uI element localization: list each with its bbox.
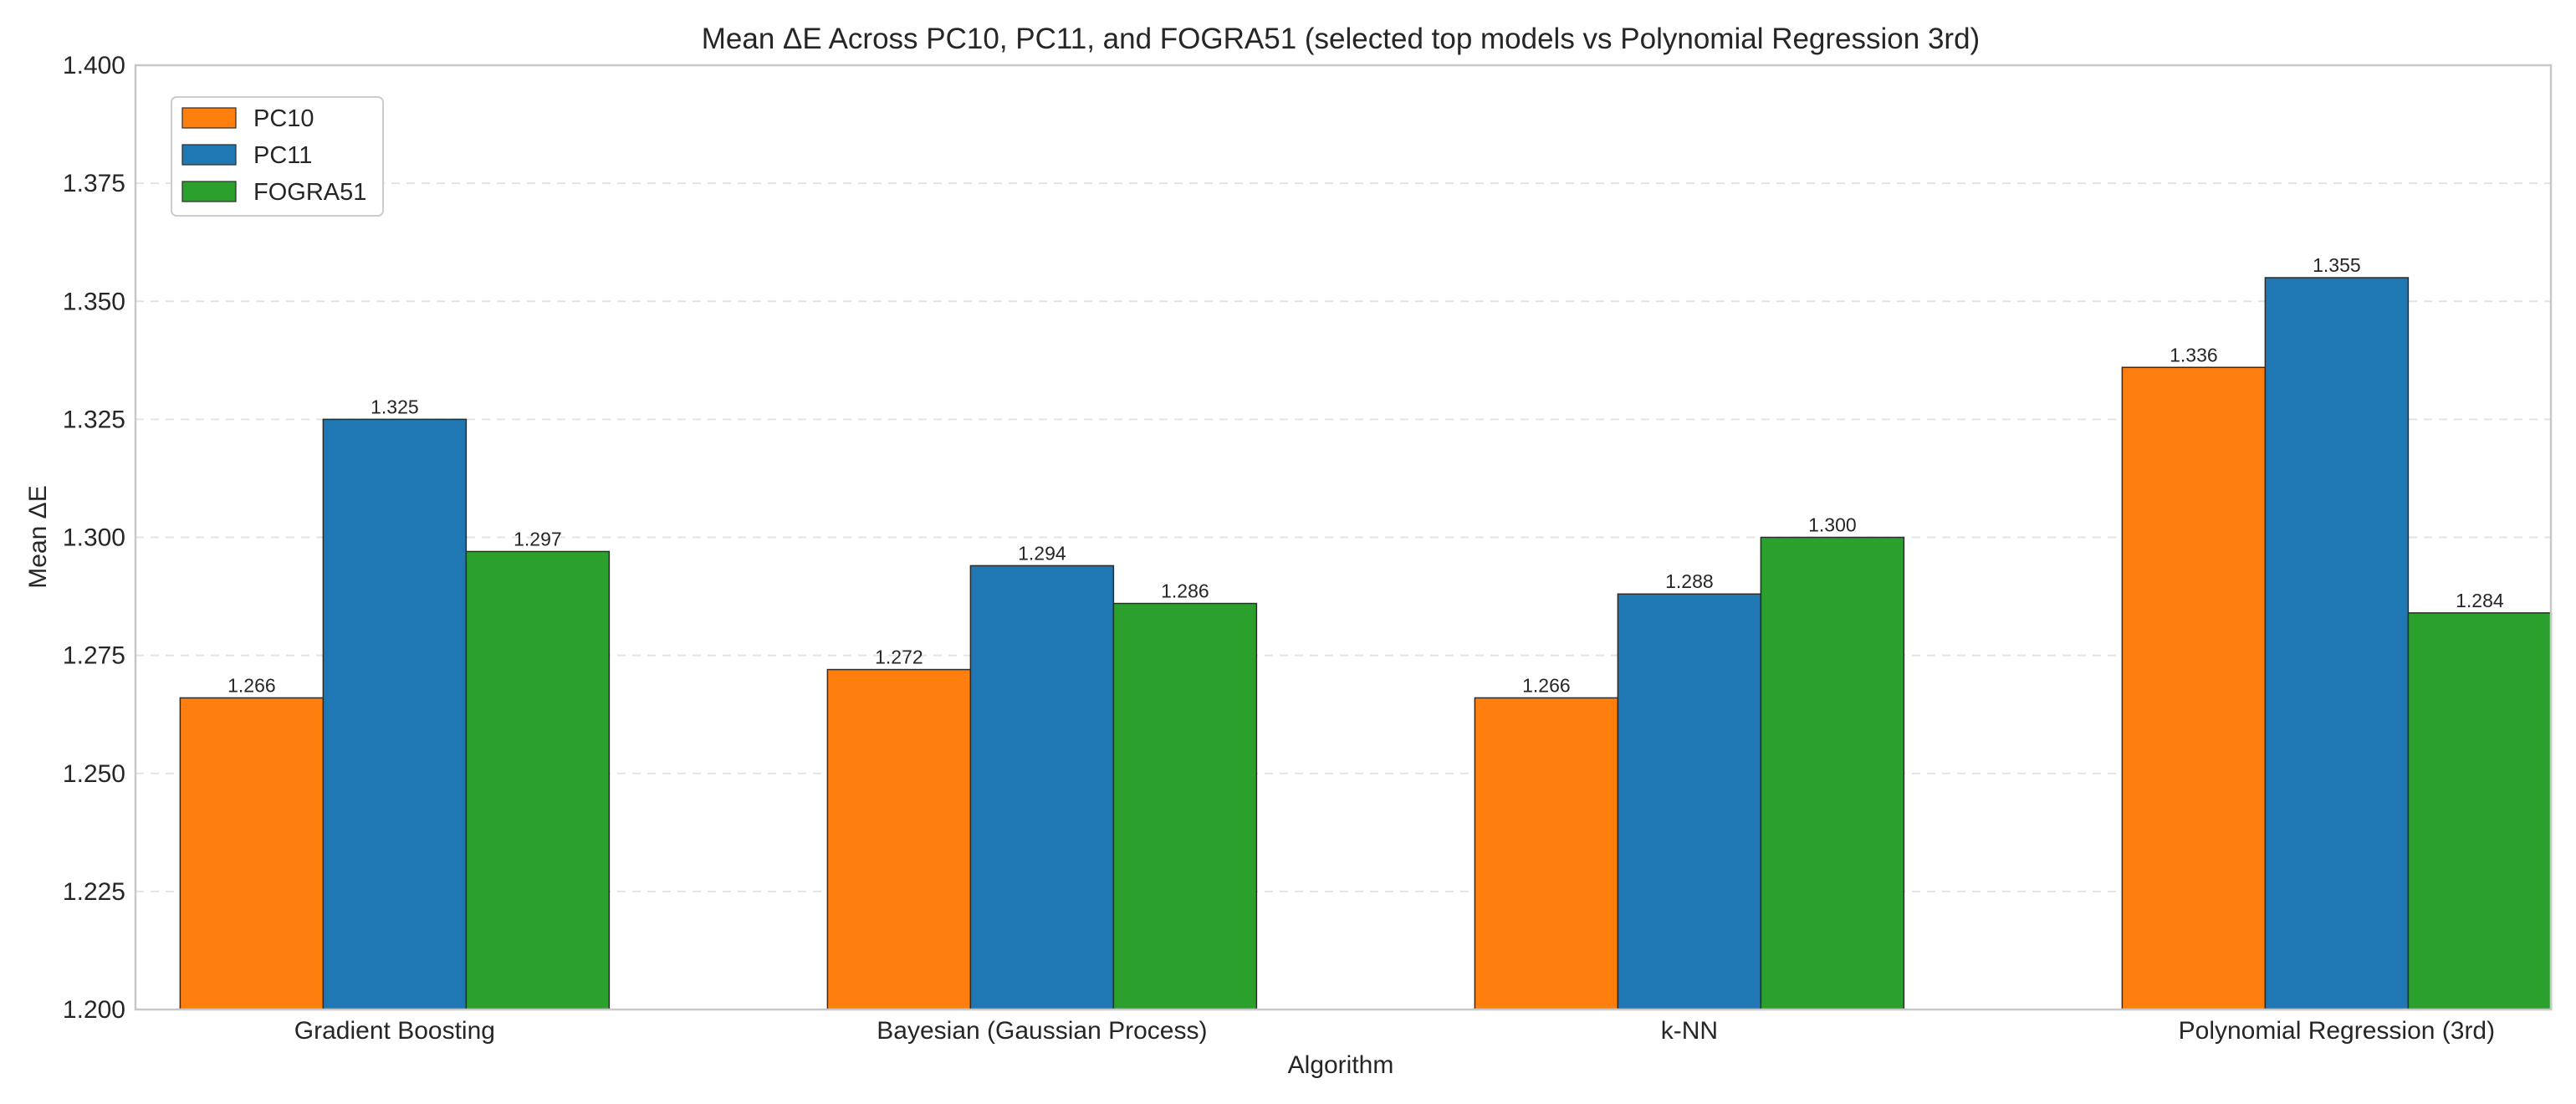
grid-lines: [135, 182, 2551, 892]
data-label: 1.355: [2313, 254, 2361, 276]
bar-pc11-1: [969, 565, 1115, 1010]
data-label: 1.266: [227, 674, 276, 696]
bar-fogra51-3: [2407, 612, 2553, 1010]
y-axis-label: Mean ΔE: [24, 485, 52, 588]
data-label: 1.325: [371, 396, 419, 417]
y-tick-label: 1.225: [63, 878, 125, 906]
data-label: 1.294: [1018, 542, 1066, 564]
data-label: 1.297: [514, 528, 562, 549]
y-tick-label: 1.375: [63, 170, 125, 197]
legend-label: PC10: [253, 105, 314, 132]
x-tick-label: Polynomial Regression (3rd): [2179, 1017, 2496, 1045]
legend: PC10 PC11 FOGRA51: [171, 96, 384, 217]
y-tick-label: 1.200: [63, 996, 125, 1024]
plot-area-frame: [134, 64, 2553, 1011]
bar-pc11-0: [322, 418, 468, 1010]
data-label: 1.300: [1808, 514, 1857, 536]
x-tick-label: Gradient Boosting: [294, 1017, 495, 1045]
y-tick-label: 1.250: [63, 760, 125, 788]
x-tick-label: k-NN: [1661, 1017, 1718, 1045]
bar-fogra51-2: [1760, 536, 1905, 1010]
bar-pc10-0: [179, 697, 325, 1010]
x-tick-label: Bayesian (Gaussian Process): [877, 1017, 1207, 1045]
data-labels: 1.266 1.325 1.297 1.272 1.294 1.286 1.266 1.288…: [227, 254, 2504, 696]
data-label: 1.286: [1161, 580, 1209, 602]
bar-fogra51-1: [1112, 602, 1258, 1010]
x-axis-ticks: Gradient Boosting Bayesian (Gaussian Proc…: [294, 1017, 2495, 1045]
data-label: 1.272: [875, 647, 923, 668]
y-tick-label: 1.325: [63, 406, 125, 433]
legend-swatch-pc11: [181, 144, 237, 166]
data-label: 1.266: [1522, 674, 1571, 696]
data-label: 1.288: [1665, 570, 1714, 592]
legend-label: FOGRA51: [253, 179, 366, 206]
data-label: 1.336: [2170, 344, 2218, 365]
y-tick-label: 1.400: [63, 52, 125, 79]
chart-title: Mean ΔE Across PC10, PC11, and FOGRA51 (…: [702, 23, 1980, 55]
data-label: 1.284: [2456, 590, 2504, 611]
bar-pc10-2: [1474, 697, 1619, 1010]
y-tick-label: 1.350: [63, 288, 125, 315]
y-tick-label: 1.300: [63, 524, 125, 552]
bar-fogra51-0: [465, 550, 611, 1010]
bar-pc10-1: [826, 668, 972, 1010]
legend-swatch-fogra51: [181, 181, 237, 202]
bar-pc11-2: [1617, 593, 1762, 1010]
legend-label: PC11: [253, 142, 312, 169]
legend-swatch-pc10: [181, 107, 237, 129]
x-axis-label: Algorithm: [1288, 1051, 1394, 1079]
y-axis-ticks: 1.200 1.225 1.250 1.275 1.300 1.325 1.350 1.375…: [63, 52, 125, 1024]
bar-pc10-3: [2121, 366, 2267, 1010]
y-tick-label: 1.275: [63, 642, 125, 670]
bars: [179, 277, 2553, 1010]
bar-pc11-3: [2264, 277, 2410, 1010]
